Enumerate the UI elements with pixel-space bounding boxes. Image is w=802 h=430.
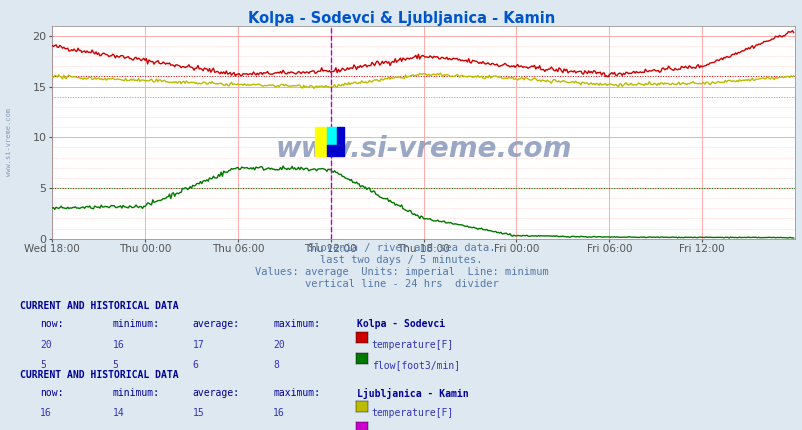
Text: now:: now:: [40, 388, 63, 398]
Text: CURRENT AND HISTORICAL DATA: CURRENT AND HISTORICAL DATA: [20, 370, 179, 380]
Text: temperature[F]: temperature[F]: [371, 340, 453, 350]
Text: 8: 8: [273, 360, 278, 370]
Text: -nan: -nan: [273, 429, 296, 430]
Text: last two days / 5 minutes.: last two days / 5 minutes.: [320, 255, 482, 265]
Bar: [326, 145, 343, 156]
Bar: [336, 127, 343, 145]
Text: flow[foot3/min]: flow[foot3/min]: [371, 360, 460, 370]
Text: www.si-vreme.com: www.si-vreme.com: [275, 135, 571, 163]
Text: -nan: -nan: [112, 429, 136, 430]
Text: minimum:: minimum:: [112, 388, 160, 398]
Text: now:: now:: [40, 319, 63, 329]
Text: 16: 16: [112, 340, 124, 350]
Text: maximum:: maximum:: [273, 388, 320, 398]
Text: temperature[F]: temperature[F]: [371, 408, 453, 418]
Text: Values: average  Units: imperial  Line: minimum: Values: average Units: imperial Line: mi…: [254, 267, 548, 277]
Text: Kolpa - Sodevci: Kolpa - Sodevci: [357, 319, 445, 329]
Bar: [326, 127, 336, 145]
Bar: [315, 127, 326, 156]
Text: 16: 16: [40, 408, 52, 418]
Text: www.si-vreme.com: www.si-vreme.com: [6, 108, 12, 176]
Text: 17: 17: [192, 340, 205, 350]
Text: 6: 6: [192, 360, 198, 370]
Text: CURRENT AND HISTORICAL DATA: CURRENT AND HISTORICAL DATA: [20, 301, 179, 311]
Text: -nan: -nan: [192, 429, 216, 430]
Text: 20: 20: [40, 340, 52, 350]
Text: Slovenia / river and sea data.: Slovenia / river and sea data.: [307, 243, 495, 253]
Text: Kolpa - Sodevci & Ljubljanica - Kamin: Kolpa - Sodevci & Ljubljanica - Kamin: [248, 11, 554, 26]
Text: Ljubljanica - Kamin: Ljubljanica - Kamin: [357, 388, 468, 399]
Text: 20: 20: [273, 340, 285, 350]
Text: average:: average:: [192, 319, 240, 329]
Text: 15: 15: [192, 408, 205, 418]
Text: 5: 5: [40, 360, 46, 370]
Text: vertical line - 24 hrs  divider: vertical line - 24 hrs divider: [304, 279, 498, 289]
Text: 16: 16: [273, 408, 285, 418]
Text: average:: average:: [192, 388, 240, 398]
Text: flow[foot3/min]: flow[foot3/min]: [371, 429, 460, 430]
Text: 14: 14: [112, 408, 124, 418]
Text: -nan: -nan: [40, 429, 63, 430]
Text: minimum:: minimum:: [112, 319, 160, 329]
Text: 5: 5: [112, 360, 118, 370]
Text: maximum:: maximum:: [273, 319, 320, 329]
